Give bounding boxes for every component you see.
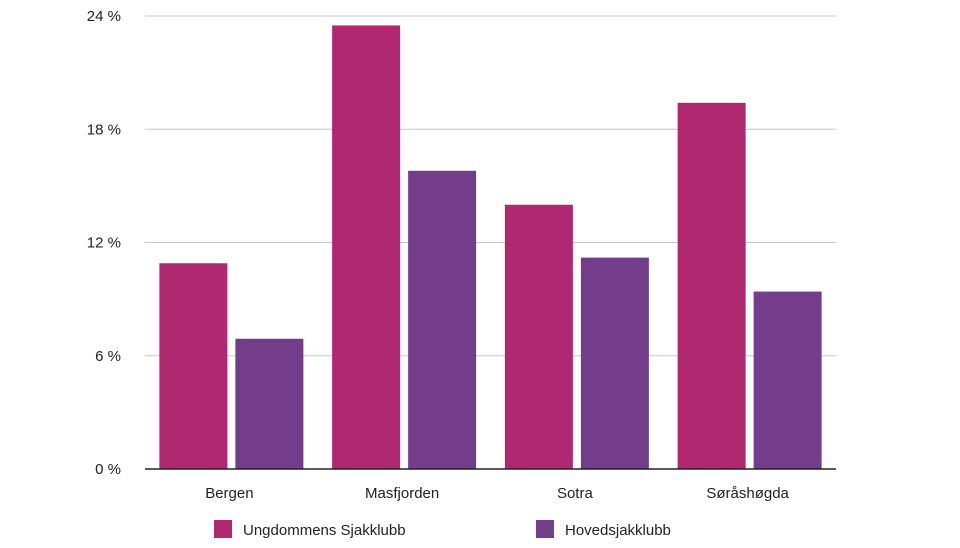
legend-label: Ungdommens Sjakklubb bbox=[243, 522, 406, 539]
y-tick-label: 18 % bbox=[87, 121, 121, 138]
x-category-label: Sotra bbox=[557, 485, 594, 502]
bar-hoved-2 bbox=[580, 257, 649, 469]
bars bbox=[159, 25, 822, 469]
y-tick-label: 6 % bbox=[95, 348, 121, 365]
legend-label: Hovedsjakklubb bbox=[565, 522, 671, 539]
x-category-label: Masfjorden bbox=[365, 485, 439, 502]
y-tick-label: 12 % bbox=[87, 235, 121, 252]
bar-ungdommens-0 bbox=[159, 263, 228, 469]
x-category-label: Bergen bbox=[205, 485, 253, 502]
bar-ungdommens-3 bbox=[677, 102, 746, 469]
bar-hoved-3 bbox=[753, 291, 822, 469]
x-category-label: Søråshøgda bbox=[706, 485, 789, 502]
bar-hoved-1 bbox=[408, 170, 477, 469]
y-axis-ticks: 0 % 6 % 12 % 18 % 24 % bbox=[87, 8, 121, 478]
legend-swatch bbox=[214, 520, 232, 538]
legend: Ungdommens Sjakklubb Hovedsjakklubb bbox=[214, 520, 671, 539]
legend-swatch bbox=[536, 520, 554, 538]
bar-ungdommens-2 bbox=[504, 204, 573, 469]
x-axis-categories: Bergen Masfjorden Sotra Søråshøgda bbox=[205, 485, 789, 502]
bar-ungdommens-1 bbox=[332, 25, 401, 469]
bar-hoved-0 bbox=[235, 338, 304, 469]
y-tick-label: 0 % bbox=[95, 461, 121, 478]
y-tick-label: 24 % bbox=[87, 8, 121, 25]
